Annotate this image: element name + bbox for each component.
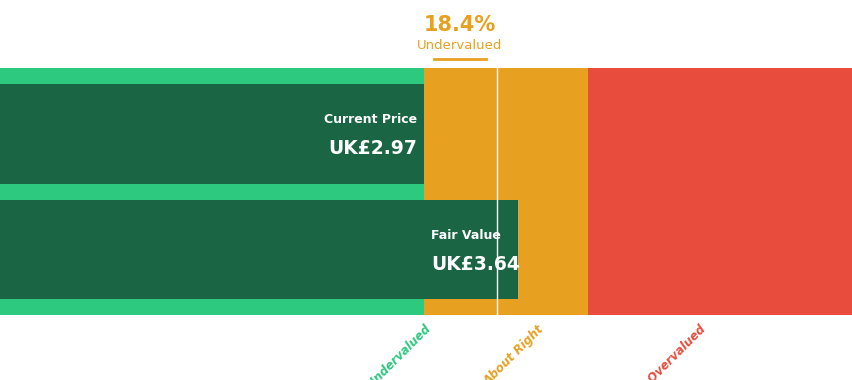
Text: Fair Value: Fair Value (430, 229, 500, 242)
Bar (587, 68, 852, 315)
Bar (423, 68, 587, 315)
Text: 18.4%: 18.4% (423, 15, 496, 35)
Bar (0, 68, 423, 315)
Text: 20% Overvalued: 20% Overvalued (623, 323, 708, 380)
Text: 20% Undervalued: 20% Undervalued (342, 323, 433, 380)
Bar (0, 84, 423, 184)
Text: UK£3.64: UK£3.64 (430, 255, 519, 274)
Bar (0, 200, 517, 299)
Text: Current Price: Current Price (324, 113, 417, 126)
Text: UK£2.97: UK£2.97 (328, 139, 417, 158)
Text: Undervalued: Undervalued (417, 39, 502, 52)
Text: About Right: About Right (481, 323, 546, 380)
